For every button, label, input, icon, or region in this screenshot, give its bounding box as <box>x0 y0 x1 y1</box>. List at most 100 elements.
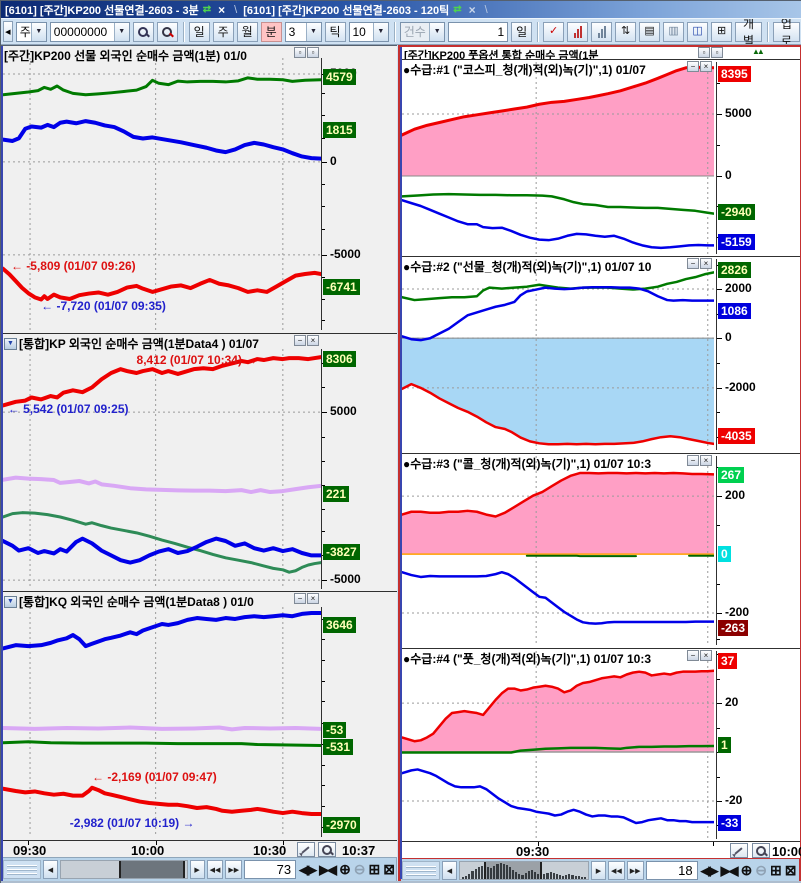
zoom-tool-button[interactable] <box>318 842 336 857</box>
chevron-down-icon: ▼ <box>30 22 46 41</box>
draw-tool-button[interactable] <box>730 843 748 858</box>
symbol-code-select[interactable]: 00000000 ▼ <box>49 21 130 42</box>
scroll-right-button[interactable]: ▶ <box>591 861 606 880</box>
page-first-button[interactable]: ◀◀ <box>608 861 625 880</box>
kq-integrated-foreign-plot[interactable]: ← -2,169 (01/07 09:47) -2,982 (01/07 10:1… <box>3 607 321 837</box>
minimize-icon[interactable]: − <box>294 593 306 604</box>
compress-horizontal-icon[interactable]: ▶◀ <box>720 862 739 878</box>
fit-screen-icon[interactable]: ⊞ <box>770 862 782 878</box>
close-icon[interactable]: × <box>700 61 712 72</box>
print-button[interactable]: ▥ <box>663 21 685 42</box>
monthly-button[interactable]: 월 <box>236 21 258 42</box>
bar-count-input[interactable] <box>244 860 297 879</box>
scroll-left-button[interactable]: ◀ <box>442 861 457 880</box>
axis-line <box>321 58 322 330</box>
expand-horizontal-icon[interactable]: ◀▶ <box>299 861 317 877</box>
minute-interval-select[interactable]: 3 ▼ <box>284 21 322 42</box>
axis-minor-tick <box>321 93 325 95</box>
minimize-icon[interactable]: − <box>687 61 699 72</box>
axis-minor-tick <box>716 144 720 146</box>
axis-tick-label: 0 <box>330 153 337 168</box>
close-icon[interactable]: × <box>700 455 712 466</box>
close-icon[interactable]: × <box>307 335 319 346</box>
sort-updown-button[interactable]: ⇅ <box>615 21 637 42</box>
minimize-icon[interactable]: − <box>687 650 699 661</box>
supply-3-call-plot[interactable] <box>402 456 714 645</box>
zoom-tool-button[interactable] <box>752 843 770 858</box>
kp200-futures-foreign-plot[interactable]: ← -5,809 (01/07 09:26) ← -7,720 (01/07 09… <box>3 58 321 330</box>
close-tab-icon[interactable]: × <box>468 2 476 17</box>
trendline-tool-button[interactable]: ✓ <box>543 21 565 42</box>
close-tab-icon[interactable]: × <box>218 2 226 17</box>
value-annotation: ← -7,720 (01/07 09:35) <box>41 298 166 313</box>
page-first-button[interactable]: ◀◀ <box>206 860 224 879</box>
expand-horizontal-icon[interactable]: ◀▶ <box>700 862 719 878</box>
kp-integrated-foreign-plot[interactable]: 8,412 (01/07 10:34) → ← 5,542 (01/07 09:2… <box>3 349 321 589</box>
minimize-icon[interactable]: − <box>687 258 699 269</box>
tick-button[interactable]: 틱 <box>324 21 346 42</box>
fit-screen-icon[interactable]: ⊞ <box>368 861 381 877</box>
chart-dropdown-icon[interactable]: ▼ <box>4 595 17 608</box>
resize-grip[interactable] <box>402 861 440 880</box>
close-box-icon[interactable]: ⊠ <box>784 862 797 878</box>
value-badge: -531 <box>323 739 354 756</box>
window-restore-icon[interactable]: ▫ <box>307 47 319 58</box>
search-recent-button[interactable] <box>156 21 178 42</box>
scroll-right-button[interactable]: ▶ <box>189 860 205 879</box>
chart-window-buttons: − × <box>687 258 712 269</box>
scroll-track[interactable] <box>59 860 188 879</box>
upload-button[interactable]: 업로 <box>772 19 800 44</box>
zoom-in-circle-icon[interactable]: ⊕ <box>740 862 753 878</box>
close-box-icon[interactable]: ⊠ <box>383 861 395 877</box>
minute-button[interactable]: 분 <box>260 21 282 42</box>
time-label: 10:00 <box>131 843 165 858</box>
search-button[interactable] <box>132 21 154 42</box>
tab-chart-120tick[interactable]: [6101] [주간]KP200 선물연결-2603 - 120틱 ⇄ × <box>239 1 482 18</box>
minimize-icon[interactable]: − <box>687 455 699 466</box>
volume-study-button[interactable] <box>567 21 589 42</box>
page-last-button[interactable]: ▶▶ <box>626 861 644 880</box>
weekly-button[interactable]: 주 <box>212 21 234 42</box>
window-restore-icon[interactable]: ▫ <box>294 47 306 58</box>
supply-4-put-plot[interactable] <box>402 651 714 839</box>
toolbar-scroll-left-button[interactable]: ◀ <box>3 21 13 42</box>
value-badge: 8306 <box>323 351 356 368</box>
daily-button[interactable]: 일 <box>188 21 210 42</box>
close-icon[interactable]: × <box>700 258 712 269</box>
chart-supply-4-put: ●수급:#4 ("풋_청(개)적(외)녹(기)",1) 01/07 10:3 − ×… <box>400 648 800 841</box>
candle-chart-button[interactable]: ◫ <box>687 21 709 42</box>
scroll-track[interactable] <box>459 861 589 880</box>
copy-chart-icon: ▤ <box>644 25 655 37</box>
bar-count-input[interactable] <box>645 861 698 880</box>
resize-grip[interactable] <box>3 860 41 879</box>
axis-line <box>716 62 717 254</box>
value-badge: -4035 <box>718 428 755 445</box>
page-last-button[interactable]: ▶▶ <box>225 860 243 879</box>
chart-title: ●수급:#4 ("풋_청(개)적(외)녹(기)",1) 01/07 10:3 <box>403 652 652 666</box>
tab-chart-3min[interactable]: [6101] [주간]KP200 선물연결-2603 - 3분 ⇄ × <box>1 1 232 18</box>
chart-dropdown-icon[interactable]: ▼ <box>4 337 17 350</box>
tick-interval-select[interactable]: 10 ▼ <box>348 21 389 42</box>
supply-1-kospi-plot[interactable] <box>402 62 714 254</box>
copy-chart-button[interactable]: ▤ <box>639 21 661 42</box>
bar-chart-button[interactable] <box>591 21 613 42</box>
individual-button[interactable]: 개별 <box>735 19 763 44</box>
close-icon[interactable]: × <box>307 593 319 604</box>
close-icon[interactable]: × <box>700 650 712 661</box>
window-maximize-icon[interactable]: ▫ <box>711 47 723 58</box>
scroll-thumb[interactable] <box>484 862 542 879</box>
window-restore-icon[interactable]: ▫ <box>698 47 710 58</box>
grid-view-button[interactable]: ⊞ <box>711 21 733 42</box>
period-type-select[interactable]: 주 ▼ <box>15 21 47 42</box>
count-input[interactable] <box>448 21 509 42</box>
compress-horizontal-icon[interactable]: ▶◀ <box>319 861 337 877</box>
left-time-axis: 09:30 10:00 10:30 10:37 <box>1 840 397 858</box>
zoom-in-circle-icon[interactable]: ⊕ <box>339 861 351 877</box>
supply-2-futures-plot[interactable] <box>402 259 714 450</box>
scroll-thumb[interactable] <box>118 861 185 878</box>
draw-tool-button[interactable] <box>297 842 315 857</box>
value-badge: 37 <box>718 652 738 669</box>
scroll-left-button[interactable]: ◀ <box>42 860 58 879</box>
minimize-icon[interactable]: − <box>294 335 306 346</box>
day-unit-button[interactable]: 일 <box>511 21 533 42</box>
